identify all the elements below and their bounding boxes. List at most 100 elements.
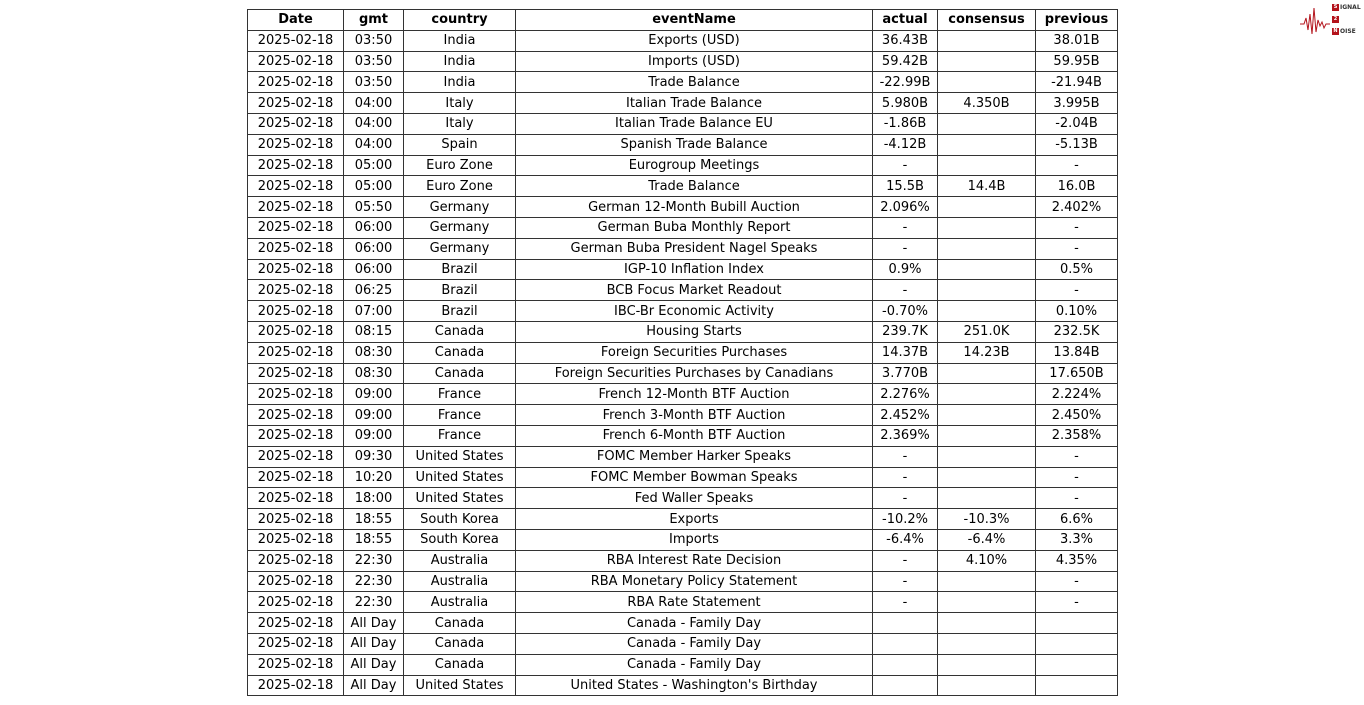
cell-country: South Korea <box>403 528 516 551</box>
cell-gmt: 08:15 <box>343 320 404 343</box>
cell-date: 2025-02-18 <box>247 653 344 676</box>
cell-consensus <box>937 154 1036 177</box>
cell-actual: 2.096% <box>872 196 938 218</box>
cell-previous: 17.650B <box>1035 362 1118 385</box>
cell-consensus <box>937 133 1036 156</box>
table-row: 2025-02-18 22:30 Australia RBA Monetary Pol… <box>247 570 1118 593</box>
table-row: 2025-02-18 All Day Canada Canada - Family D… <box>247 653 1118 676</box>
cell-consensus <box>937 674 1036 697</box>
cell-gmt: 18:55 <box>343 508 404 530</box>
cell-actual: 0.9% <box>872 258 938 281</box>
cell-actual: - <box>872 445 938 468</box>
cell-country: United States <box>403 487 516 510</box>
cell-consensus <box>937 445 1036 468</box>
cell-country: Brazil <box>403 279 516 302</box>
cell-actual: - <box>872 570 938 593</box>
cell-consensus: -10.3% <box>937 508 1036 530</box>
cell-previous: - <box>1035 591 1118 614</box>
cell-country: Canada <box>403 320 516 343</box>
table-row: 2025-02-18 05:00 Euro Zone Eurogroup Meetin… <box>247 154 1118 177</box>
cell-date: 2025-02-18 <box>247 216 344 239</box>
table-header-row: Date gmt country eventName actual consensus pr… <box>247 9 1118 31</box>
cell-consensus <box>937 487 1036 510</box>
cell-country: France <box>403 404 516 426</box>
cell-actual: -22.99B <box>872 71 938 94</box>
cell-gmt: 03:50 <box>343 50 404 73</box>
cell-date: 2025-02-18 <box>247 71 344 94</box>
cell-country: Euro Zone <box>403 154 516 177</box>
table-row: 2025-02-18 03:50 India Exports (USD) 36.43B 3… <box>247 29 1118 52</box>
cell-event-name: Exports <box>515 508 873 530</box>
cell-consensus <box>937 258 1036 281</box>
cell-previous: 3.3% <box>1035 528 1118 551</box>
cell-date: 2025-02-18 <box>247 258 344 281</box>
cell-previous: - <box>1035 445 1118 468</box>
cell-gmt: 06:00 <box>343 216 404 239</box>
cell-event-name: Canada - Family Day <box>515 653 873 676</box>
cell-actual <box>872 674 938 697</box>
cell-country: Germany <box>403 216 516 239</box>
table-row: 2025-02-18 07:00 Brazil IBC-Br Economic Act… <box>247 300 1118 322</box>
cell-country: United States <box>403 674 516 697</box>
cell-date: 2025-02-18 <box>247 320 344 343</box>
cell-actual <box>872 653 938 676</box>
cell-event-name: Imports <box>515 528 873 551</box>
cell-gmt: 03:50 <box>343 71 404 94</box>
cell-country: Australia <box>403 591 516 614</box>
cell-consensus <box>937 279 1036 302</box>
cell-date: 2025-02-18 <box>247 112 344 135</box>
cell-previous: 2.402% <box>1035 196 1118 218</box>
cell-date: 2025-02-18 <box>247 237 344 260</box>
cell-previous: 2.358% <box>1035 424 1118 447</box>
cell-gmt: 06:00 <box>343 258 404 281</box>
cell-event-name: FOMC Member Harker Speaks <box>515 445 873 468</box>
cell-actual: -6.4% <box>872 528 938 551</box>
cell-consensus <box>937 424 1036 447</box>
cell-event-name: IBC-Br Economic Activity <box>515 300 873 322</box>
cell-date: 2025-02-18 <box>247 362 344 385</box>
cell-country: Canada <box>403 653 516 676</box>
cell-date: 2025-02-18 <box>247 50 344 73</box>
cell-country: Italy <box>403 92 516 114</box>
table-row: 2025-02-18 06:00 Germany German Buba Monthl… <box>247 216 1118 239</box>
cell-country: India <box>403 71 516 94</box>
cell-date: 2025-02-18 <box>247 196 344 218</box>
cell-previous: 13.84B <box>1035 341 1118 364</box>
cell-actual: - <box>872 237 938 260</box>
cell-date: 2025-02-18 <box>247 591 344 614</box>
cell-date: 2025-02-18 <box>247 154 344 177</box>
cell-gmt: 09:00 <box>343 424 404 447</box>
table-row: 2025-02-18 All Day United States United Sta… <box>247 674 1118 697</box>
cell-previous <box>1035 653 1118 676</box>
column-header-country: country <box>403 9 516 31</box>
cell-actual: 5.980B <box>872 92 938 114</box>
cell-previous: 0.10% <box>1035 300 1118 322</box>
cell-gmt: 04:00 <box>343 92 404 114</box>
cell-consensus <box>937 591 1036 614</box>
column-header-event-name: eventName <box>515 9 873 31</box>
cell-actual: 2.276% <box>872 383 938 406</box>
cell-actual: -1.86B <box>872 112 938 135</box>
cell-actual: 14.37B <box>872 341 938 364</box>
cell-actual: -4.12B <box>872 133 938 156</box>
cell-previous: - <box>1035 237 1118 260</box>
cell-consensus <box>937 383 1036 406</box>
cell-actual: 2.452% <box>872 404 938 426</box>
cell-consensus <box>937 612 1036 634</box>
cell-gmt: 18:55 <box>343 528 404 551</box>
table-row: 2025-02-18 05:00 Euro Zone Trade Balance 15.… <box>247 175 1118 198</box>
cell-country: India <box>403 50 516 73</box>
cell-gmt: 09:30 <box>343 445 404 468</box>
cell-event-name: IGP-10 Inflation Index <box>515 258 873 281</box>
cell-previous: - <box>1035 279 1118 302</box>
table-row: 2025-02-18 10:20 United States FOMC Member … <box>247 466 1118 489</box>
cell-actual <box>872 612 938 634</box>
cell-event-name: French 6-Month BTF Auction <box>515 424 873 447</box>
table-row: 2025-02-18 All Day Canada Canada - Family D… <box>247 612 1118 634</box>
cell-gmt: 08:30 <box>343 341 404 364</box>
cell-event-name: German Buba Monthly Report <box>515 216 873 239</box>
cell-actual: 15.5B <box>872 175 938 198</box>
table-row: 2025-02-18 03:50 India Imports (USD) 59.42B 5… <box>247 50 1118 73</box>
cell-country: Australia <box>403 549 516 572</box>
table-row: 2025-02-18 09:00 France French 12-Month BTF… <box>247 383 1118 406</box>
